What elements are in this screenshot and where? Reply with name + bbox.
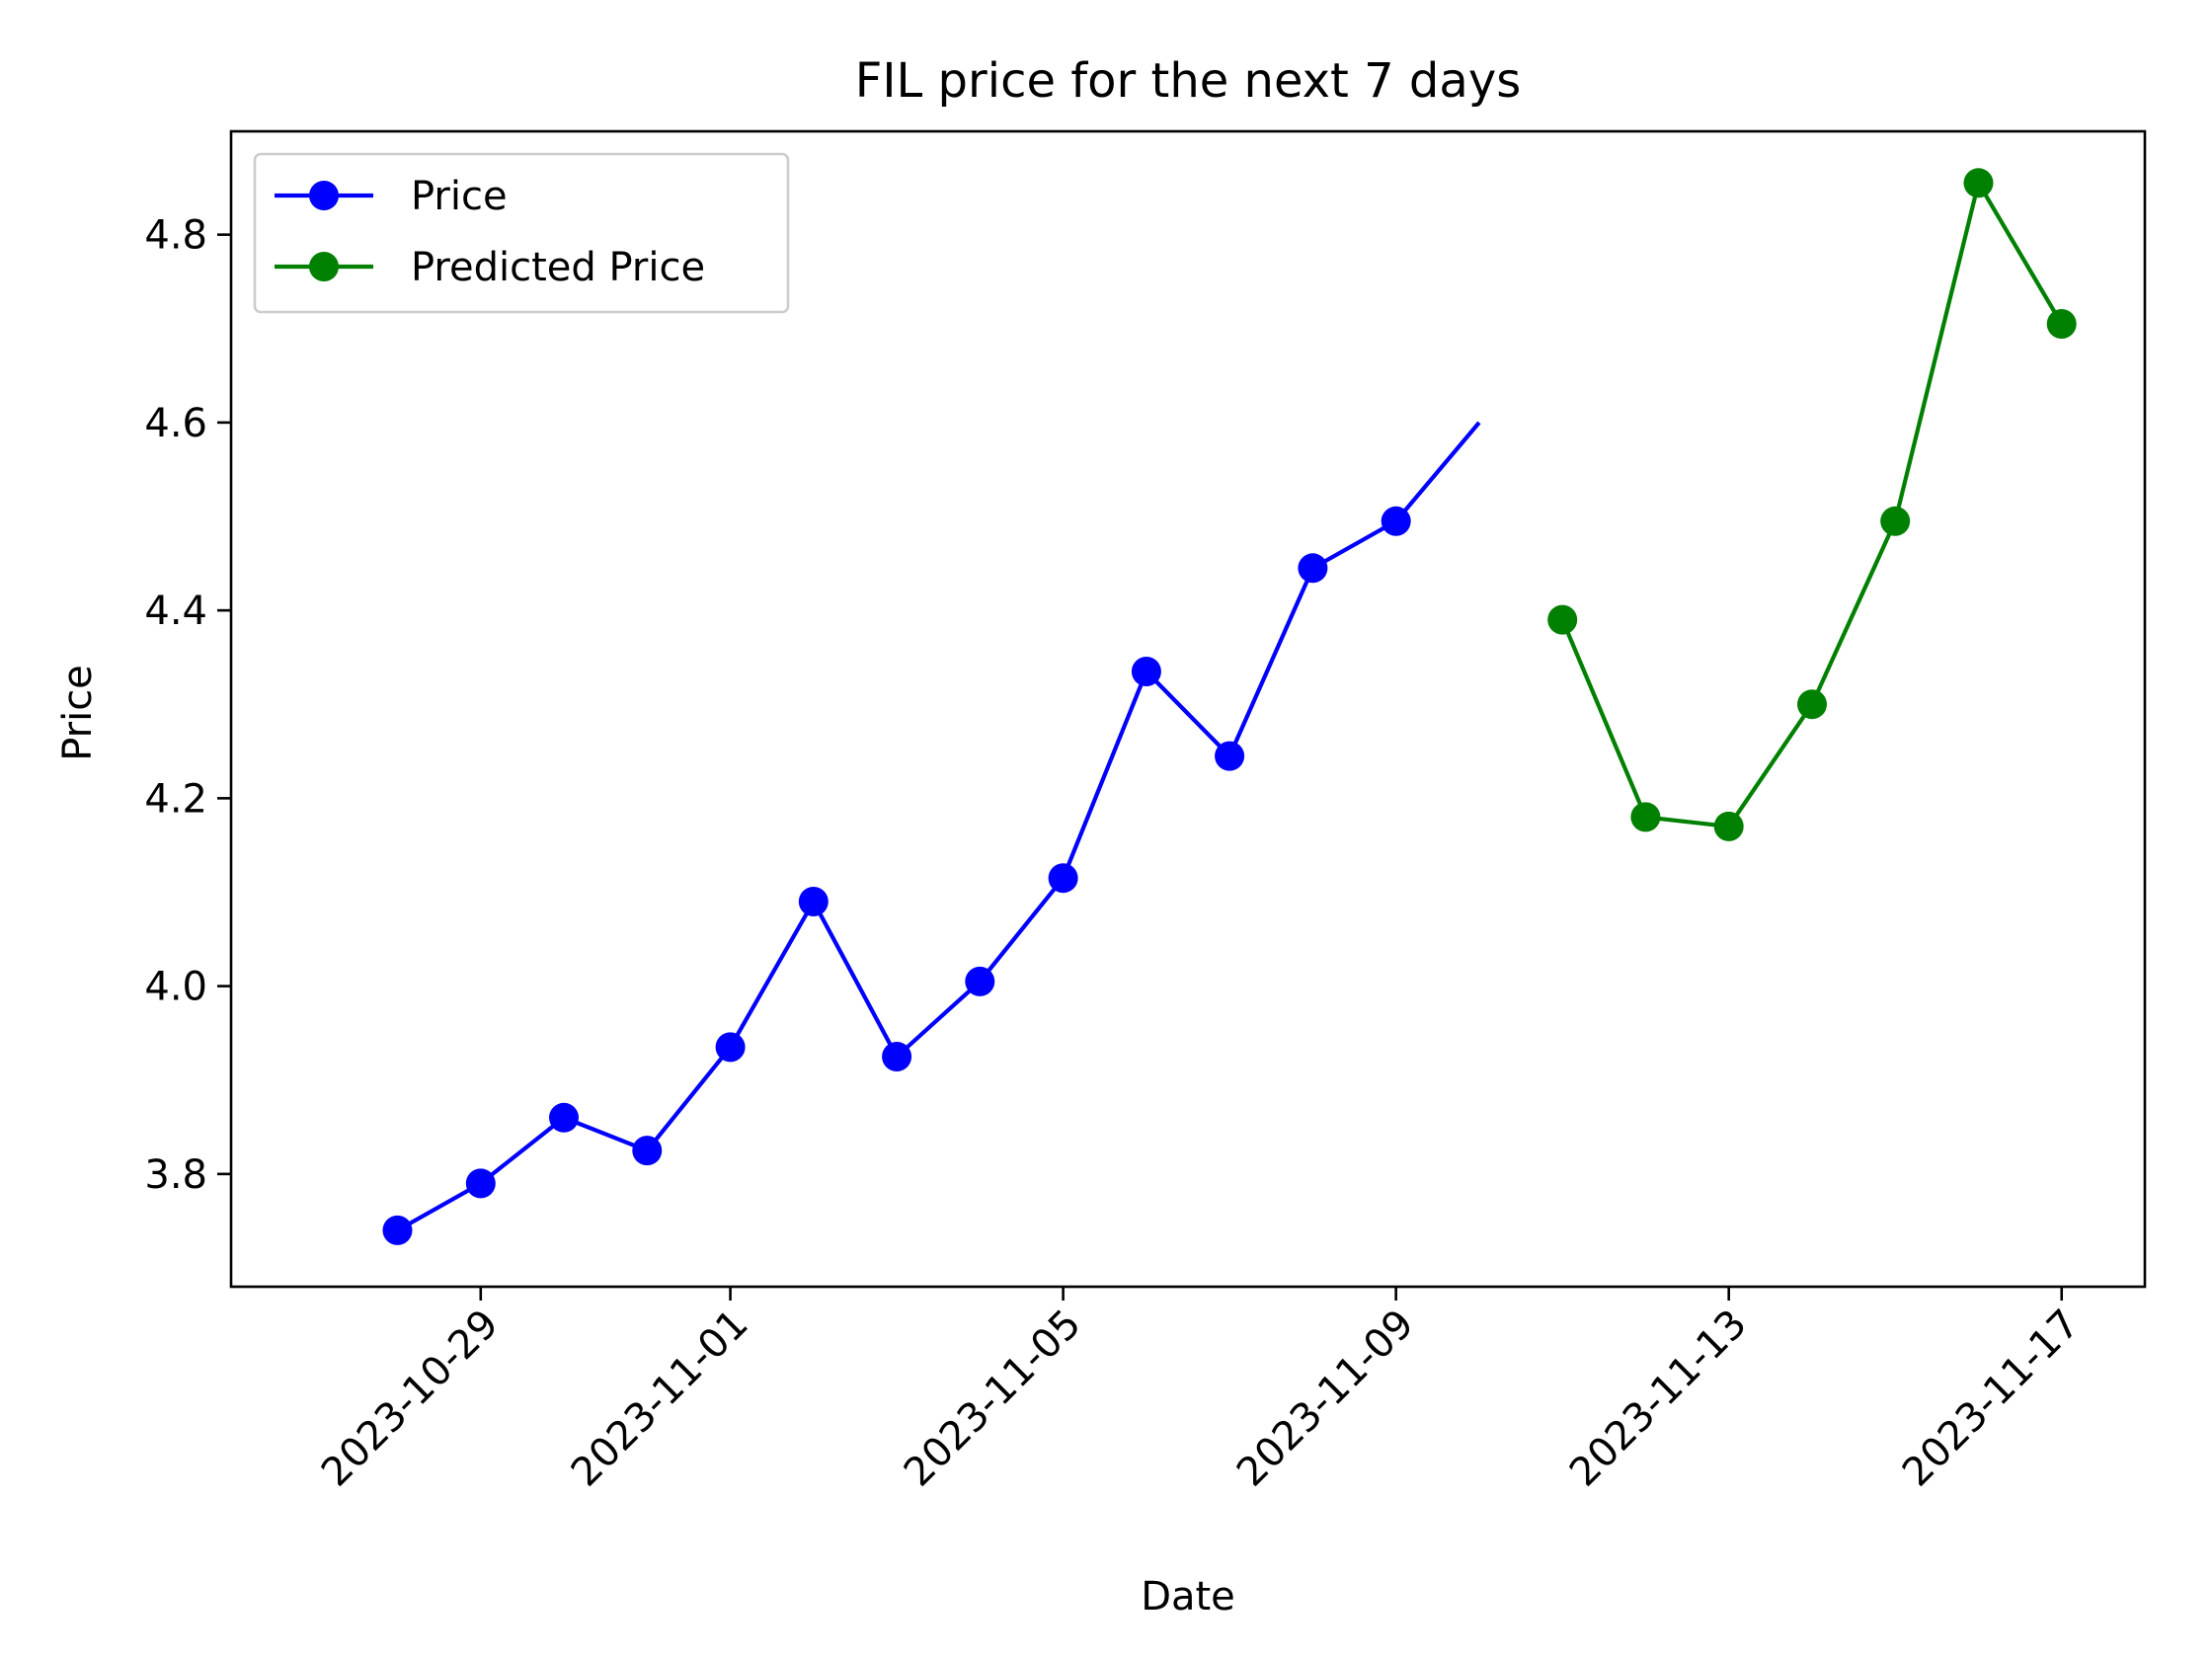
data-point-predicted-price-2 — [1713, 811, 1744, 841]
y-tick-label-5: 4.8 — [144, 213, 207, 259]
data-point-price-12 — [1381, 506, 1411, 536]
data-point-predicted-price-6 — [2046, 309, 2077, 339]
data-point-price-1 — [465, 1168, 496, 1199]
data-point-price-4 — [715, 1032, 746, 1063]
data-point-predicted-price-4 — [1880, 506, 1911, 536]
y-tick-label-4: 4.6 — [144, 401, 207, 446]
y-tick-label-1: 4.0 — [144, 965, 207, 1010]
data-point-predicted-price-1 — [1630, 802, 1661, 832]
chart-title: FIL price for the next 7 days — [855, 53, 1521, 109]
y-axis-title: Price — [55, 665, 101, 761]
legend-marker-price — [309, 181, 339, 210]
y-tick-label-2: 4.2 — [144, 776, 207, 822]
data-point-price-3 — [632, 1136, 663, 1166]
legend-box — [253, 152, 790, 314]
data-point-price-0 — [382, 1215, 413, 1245]
y-tick-label-0: 3.8 — [144, 1152, 207, 1198]
legend: Price Predicted Price — [253, 152, 790, 314]
data-point-price-2 — [549, 1102, 579, 1133]
x-axis-title: Date — [1141, 1574, 1235, 1620]
data-point-predicted-price-3 — [1797, 689, 1827, 720]
data-point-predicted-price-0 — [1547, 604, 1578, 635]
y-tick-label-3: 4.4 — [144, 589, 207, 634]
data-point-price-9 — [1131, 657, 1161, 686]
data-point-price-6 — [882, 1042, 912, 1071]
legend-marker-predicted-price — [309, 252, 339, 281]
data-point-price-10 — [1215, 741, 1245, 771]
data-point-price-8 — [1048, 863, 1078, 894]
data-point-price-7 — [965, 966, 995, 996]
legend-label-predicted-price: Predicted Price — [411, 245, 705, 290]
data-point-price-5 — [798, 887, 829, 916]
data-point-price-11 — [1298, 553, 1328, 584]
plot-frame — [229, 129, 2147, 1289]
plot-area — [382, 168, 2077, 1245]
series-line-price — [396, 421, 1481, 1232]
data-point-predicted-price-5 — [1963, 168, 1994, 198]
legend-label-price: Price — [411, 174, 508, 219]
